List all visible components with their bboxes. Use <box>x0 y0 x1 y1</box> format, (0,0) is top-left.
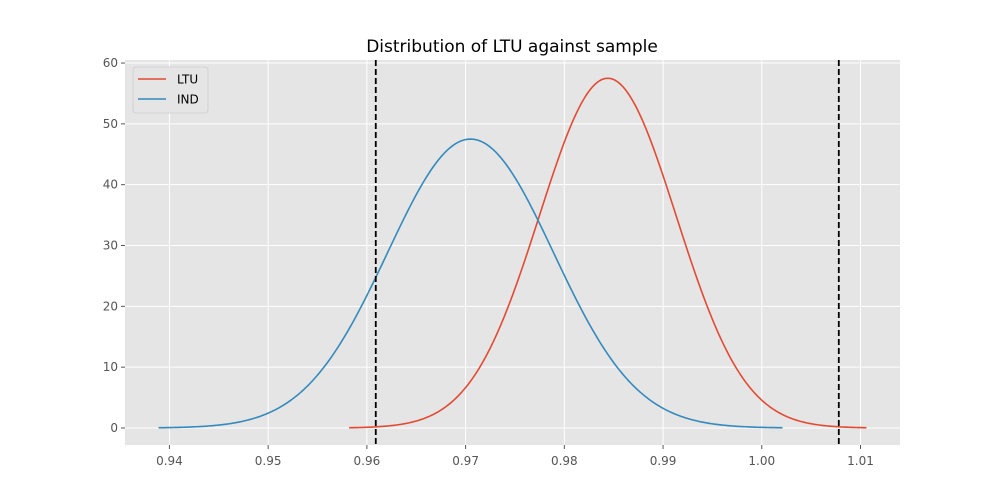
y-tick-label: 30 <box>103 239 118 253</box>
y-tick-label: 50 <box>103 117 118 131</box>
y-tick-label: 60 <box>103 56 118 70</box>
y-tick-label: 0 <box>110 421 118 435</box>
x-tick-label: 1.00 <box>748 454 775 468</box>
y-tick-label: 40 <box>103 178 118 192</box>
legend-label-ind: IND <box>177 93 199 107</box>
series-line-ltu <box>349 77 867 429</box>
series-line-ind <box>158 138 783 429</box>
x-tick-label: 0.97 <box>452 454 479 468</box>
y-tick-label: 10 <box>103 360 118 374</box>
x-axis-ticks: 0.94 0.95 0.96 0.97 0.98 0.99 1.00 1.01 <box>156 445 874 468</box>
x-tick-label: 0.94 <box>156 454 183 468</box>
x-tick-label: 1.01 <box>847 454 874 468</box>
y-tick-label: 20 <box>103 299 118 313</box>
plot-area <box>125 60 900 445</box>
reference-lines <box>374 60 840 445</box>
chart-title: Distribution of LTU against sample <box>366 37 658 57</box>
y-axis-ticks: 0 10 20 30 40 50 60 <box>103 56 125 435</box>
x-tick-label: 0.98 <box>551 454 578 468</box>
legend: LTU IND <box>132 66 209 114</box>
x-tick-label: 0.96 <box>354 454 381 468</box>
legend-label-ltu: LTU <box>177 73 198 87</box>
grid <box>125 60 900 445</box>
x-tick-label: 0.99 <box>650 454 677 468</box>
series-lines <box>158 77 867 429</box>
x-tick-label: 0.95 <box>255 454 282 468</box>
